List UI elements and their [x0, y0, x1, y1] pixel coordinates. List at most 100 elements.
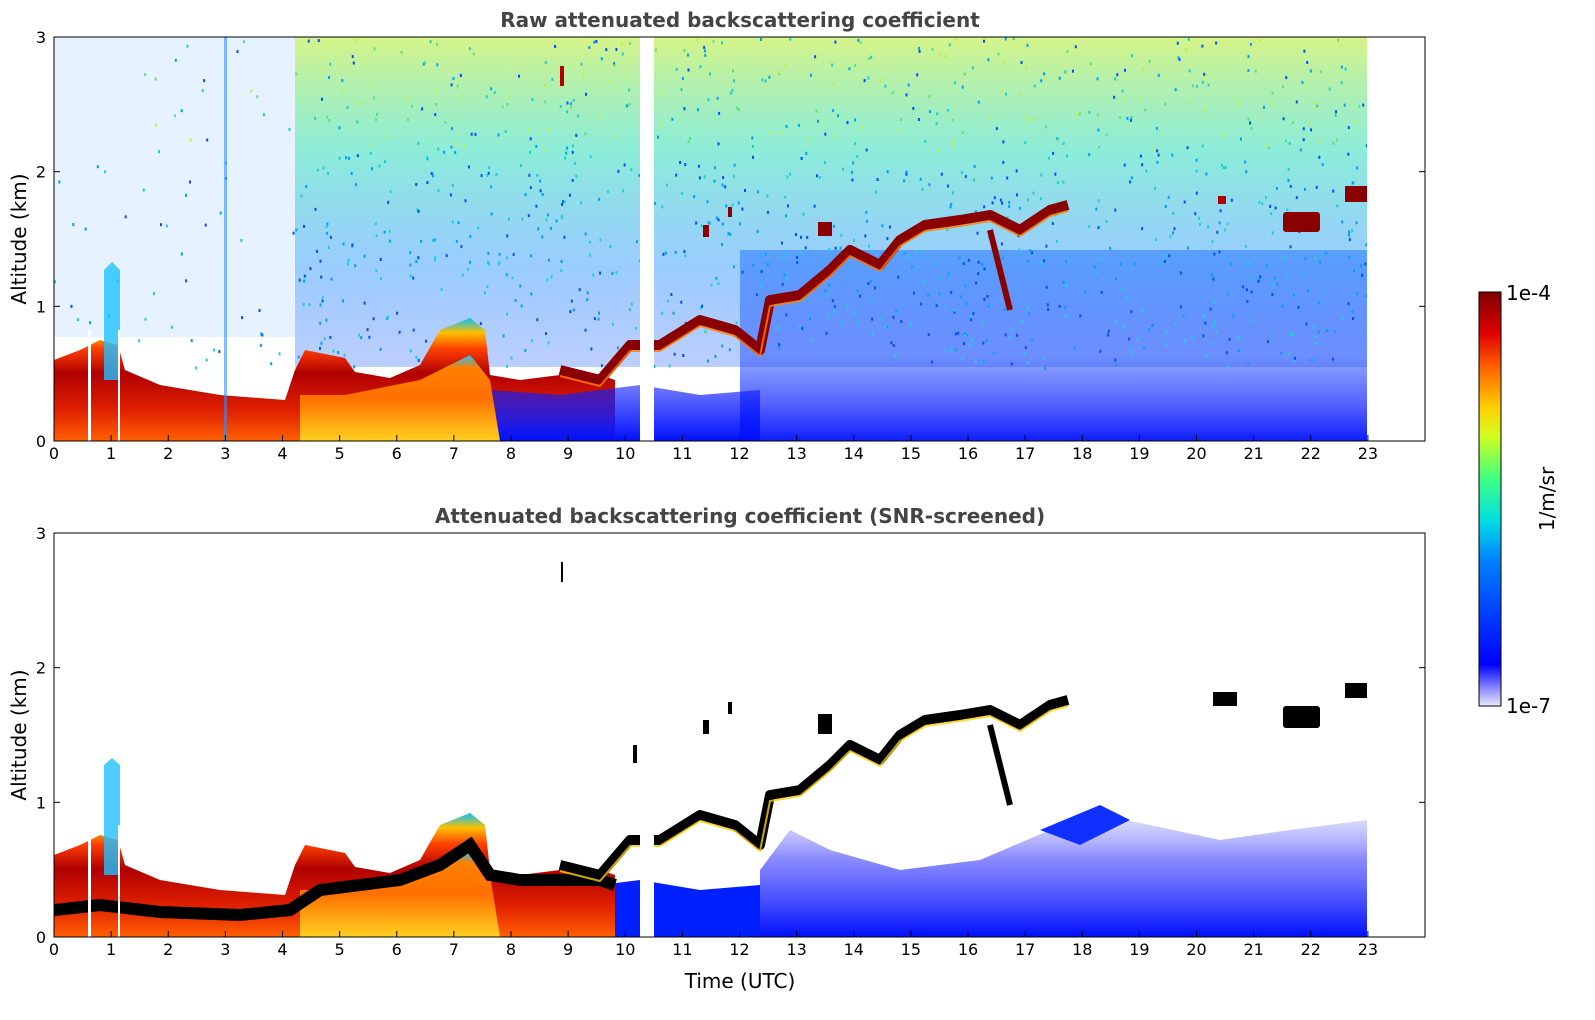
- x-tick-label: 0: [49, 940, 59, 959]
- noise-speckle: [1121, 89, 1124, 93]
- noise-speckle: [325, 225, 328, 229]
- noise-speckle: [1195, 84, 1198, 88]
- noise-speckle: [704, 330, 707, 333]
- noise-speckle: [70, 304, 73, 308]
- noise-speckle: [444, 121, 447, 124]
- noise-speckle: [789, 37, 792, 41]
- noise-speckle: [756, 190, 759, 194]
- noise-speckle: [1328, 87, 1331, 91]
- noise-speckle: [536, 318, 539, 322]
- noise-speckle: [1131, 353, 1134, 357]
- noise-speckle: [1024, 346, 1027, 350]
- noise-speckle: [825, 331, 828, 335]
- noise-speckle: [573, 162, 576, 165]
- noise-speckle: [820, 119, 823, 123]
- x-tick-label: 12: [729, 940, 749, 959]
- noise-speckle: [443, 150, 446, 154]
- noise-speckle: [818, 176, 821, 179]
- noise-speckle: [363, 254, 366, 258]
- noise-speckle: [875, 190, 877, 194]
- noise-speckle: [827, 315, 830, 319]
- noise-speckle: [1173, 227, 1176, 231]
- noise-speckle: [205, 358, 208, 362]
- noise-speckle: [777, 70, 780, 74]
- noise-speckle: [824, 161, 826, 165]
- noise-speckle: [1157, 153, 1160, 157]
- noise-speckle: [1004, 333, 1007, 337]
- noise-speckle: [1261, 202, 1264, 206]
- noise-speckle: [589, 240, 591, 244]
- noise-speckle: [675, 173, 678, 177]
- noise-speckle: [628, 102, 631, 106]
- noise-speckle: [919, 177, 922, 181]
- noise-speckle: [635, 240, 638, 244]
- noise-speckle: [250, 89, 253, 93]
- noise-speckle: [440, 288, 443, 292]
- noise-speckle: [854, 142, 857, 146]
- noise-speckle: [964, 284, 967, 288]
- noise-speckle: [769, 130, 772, 134]
- noise-speckle: [732, 265, 735, 269]
- noise-speckle: [1316, 104, 1319, 108]
- noise-speckle: [1337, 38, 1340, 42]
- noise-speckle: [1024, 141, 1027, 145]
- noise-speckle: [598, 114, 601, 118]
- noise-speckle: [590, 347, 593, 351]
- noise-speckle: [472, 52, 475, 56]
- noise-speckle: [546, 278, 549, 282]
- noise-speckle: [1347, 302, 1350, 306]
- noise-speckle: [1222, 166, 1225, 170]
- noise-speckle: [541, 235, 544, 239]
- panel-raw-title: Raw attenuated backscattering coefficien…: [500, 8, 980, 32]
- screened-bl-warm: [300, 850, 500, 937]
- noise-speckle: [512, 253, 515, 257]
- noise-speckle: [958, 256, 961, 260]
- noise-speckle: [654, 48, 657, 52]
- noise-speckle: [1247, 362, 1250, 366]
- noise-speckle: [1292, 358, 1295, 362]
- noise-speckle: [409, 263, 412, 267]
- noise-speckle: [1003, 60, 1006, 64]
- noise-speckle: [409, 251, 412, 255]
- noise-speckle: [1124, 68, 1126, 72]
- noise-speckle: [660, 123, 662, 127]
- x-tick-label: 14: [844, 940, 864, 959]
- noise-speckle: [490, 87, 493, 91]
- noise-speckle: [687, 140, 690, 144]
- screened-early-spike: [104, 758, 120, 875]
- noise-speckle: [360, 336, 363, 340]
- noise-speckle: [969, 314, 972, 318]
- noise-speckle: [664, 251, 667, 255]
- noise-speckle: [963, 341, 965, 345]
- noise-speckle: [1286, 208, 1289, 212]
- noise-speckle: [295, 228, 298, 232]
- noise-speckle: [961, 131, 964, 135]
- noise-speckle: [1226, 222, 1229, 226]
- noise-speckle: [586, 291, 589, 295]
- noise-speckle: [1062, 142, 1065, 145]
- noise-speckle: [261, 333, 264, 337]
- noise-speckle: [1096, 77, 1099, 81]
- noise-speckle: [468, 47, 471, 51]
- noise-speckle: [905, 172, 908, 176]
- noise-speckle: [1365, 294, 1367, 298]
- noise-speckle: [623, 163, 626, 167]
- noise-speckle: [975, 281, 978, 285]
- noise-speckle: [1319, 139, 1322, 143]
- noise-speckle: [1016, 333, 1019, 337]
- noise-speckle: [547, 213, 550, 217]
- noise-speckle: [426, 156, 428, 160]
- noise-speckle: [1099, 349, 1102, 353]
- noise-speckle: [436, 42, 439, 46]
- noise-speckle: [520, 164, 522, 168]
- noise-speckle: [865, 148, 868, 152]
- noise-speckle: [1228, 337, 1231, 341]
- noise-speckle: [1006, 176, 1009, 180]
- screened-mark: [561, 562, 563, 582]
- noise-speckle: [672, 311, 675, 315]
- noise-speckle: [420, 239, 423, 243]
- noise-speckle: [506, 312, 509, 316]
- noise-speckle: [744, 189, 746, 192]
- noise-speckle: [735, 321, 738, 325]
